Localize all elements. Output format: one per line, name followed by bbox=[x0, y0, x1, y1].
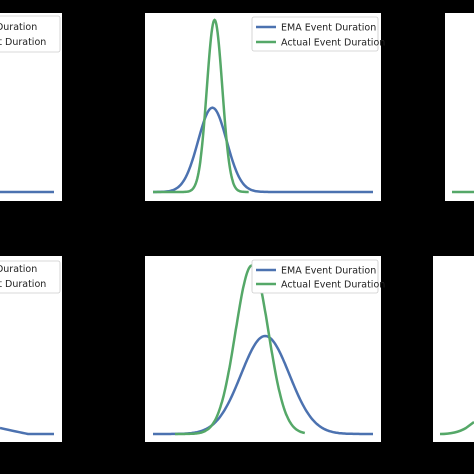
legend-top-center-ema-text: EMA Event Duration bbox=[281, 23, 376, 34]
legend-top-left-ema-text: EMA Event Duration bbox=[0, 22, 37, 33]
top-center-ema-line bbox=[153, 106, 373, 194]
bottom-center-actual-line bbox=[175, 264, 306, 436]
legend-bottom-left: EMA Event Duration Actual Event Duration bbox=[0, 260, 61, 294]
legend-bottom-left-ema-text: EMA Event Duration bbox=[0, 264, 37, 275]
legend-top-left: EMA Event Duration Actual Event Duration bbox=[0, 15, 61, 53]
panel-top-right bbox=[445, 13, 474, 201]
legend-bottom-left-actual-text: Actual Event Duration bbox=[0, 279, 46, 290]
bottom-right-actual-line bbox=[439, 421, 474, 436]
legend-bottom-center: EMA Event Duration Actual Event Duration bbox=[251, 259, 385, 294]
top-center-actual-line bbox=[153, 18, 249, 194]
legend-top-center: EMA Event Duration Actual Event Duration bbox=[251, 16, 385, 52]
legend-bottom-center-actual-text: Actual Event Duration bbox=[281, 280, 385, 291]
bottom-left-ema-line bbox=[0, 426, 54, 436]
legend-top-left-actual-text: Actual Event Duration bbox=[0, 37, 46, 48]
legend-top-center-actual-text: Actual Event Duration bbox=[281, 38, 385, 49]
panel-bottom-right bbox=[433, 256, 474, 442]
legend-bottom-center-ema-text: EMA Event Duration bbox=[281, 266, 376, 277]
